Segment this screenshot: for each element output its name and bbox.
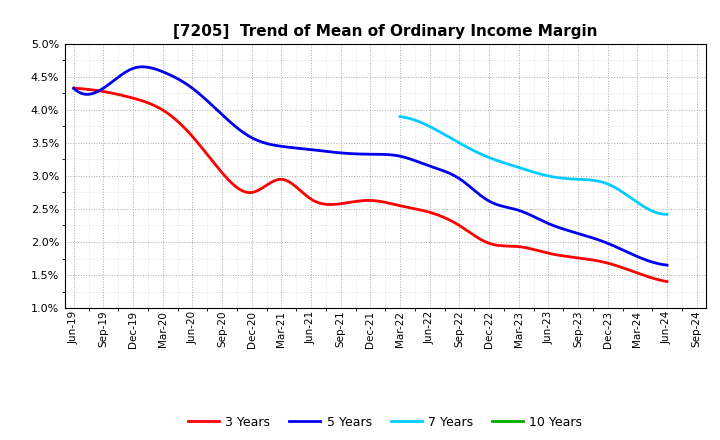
Title: [7205]  Trend of Mean of Ordinary Income Margin: [7205] Trend of Mean of Ordinary Income … — [173, 24, 598, 39]
Legend: 3 Years, 5 Years, 7 Years, 10 Years: 3 Years, 5 Years, 7 Years, 10 Years — [183, 411, 588, 434]
